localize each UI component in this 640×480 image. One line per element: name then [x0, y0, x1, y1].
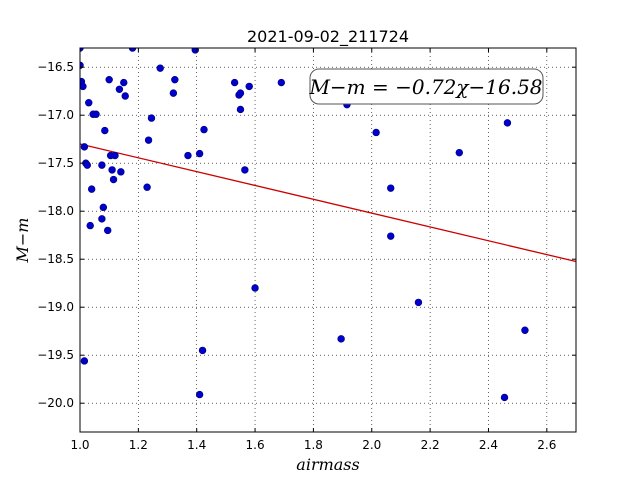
annotation-box	[309, 68, 544, 105]
data-point	[109, 175, 118, 184]
x-tick-label: 2.4	[479, 438, 498, 452]
y-tick-label: −16.5	[37, 60, 74, 74]
x-tick-label: 1.2	[129, 438, 148, 452]
plot-frame	[79, 47, 577, 433]
x-axis-label: airmass	[296, 455, 359, 474]
data-point	[156, 64, 164, 72]
data-point	[108, 166, 116, 174]
data-point	[121, 92, 129, 100]
y-tick-label: −18.5	[37, 252, 74, 266]
data-point	[200, 125, 208, 134]
chart-title: 2021-09-02_211724	[247, 27, 409, 47]
y-tick-label: −20.0	[37, 396, 74, 410]
data-point	[128, 48, 137, 52]
data-point	[86, 221, 94, 230]
data-point	[500, 393, 509, 402]
data-point	[117, 168, 125, 176]
data-point	[101, 126, 109, 135]
data-point	[105, 75, 113, 84]
data-point	[455, 148, 463, 157]
data-point	[251, 284, 259, 292]
data-point	[230, 78, 239, 87]
data-point	[80, 82, 87, 91]
data-point	[414, 298, 423, 307]
data-point	[104, 226, 112, 235]
data-point	[236, 89, 245, 97]
data-point	[195, 149, 204, 158]
y-tick-label: −19.0	[37, 300, 74, 314]
data-point	[120, 78, 128, 87]
data-point	[87, 185, 96, 193]
y-tick-label: −17.0	[37, 108, 74, 122]
data-point	[80, 357, 89, 365]
x-tick-label: 2.6	[537, 438, 556, 452]
data-point	[277, 78, 286, 87]
data-point	[198, 346, 207, 355]
fit-line-group	[79, 143, 577, 263]
data-point	[144, 136, 153, 144]
x-tick-label: 2.0	[362, 438, 381, 452]
data-point	[236, 105, 245, 114]
y-tick-label: −19.5	[37, 348, 74, 362]
data-point	[372, 128, 380, 137]
data-point	[171, 75, 179, 84]
data-point	[337, 335, 345, 343]
grid	[79, 48, 576, 432]
data-point	[521, 326, 529, 334]
data-point	[169, 89, 178, 97]
data-point	[245, 82, 253, 91]
annotation-text: M−m = −0.72χ−16.58	[308, 75, 542, 99]
data-point	[387, 232, 395, 240]
data-point	[83, 161, 91, 169]
data-point	[85, 99, 93, 107]
x-tick-label: 1.4	[187, 438, 206, 452]
data-point	[80, 143, 89, 151]
x-tick-label: 1.6	[246, 438, 265, 452]
x-tick-label: 2.2	[421, 438, 440, 452]
data-points	[80, 48, 529, 402]
x-tick-label: 1.0	[70, 438, 89, 452]
data-point	[184, 151, 192, 160]
fit-line	[79, 143, 577, 263]
data-point	[195, 390, 204, 399]
data-point	[92, 110, 100, 118]
axis-ticks: 1.0 1.2 1.4 1.6 1.8 2.0 2.2 2.4 2.6 −16.5 −17.0 −17…	[37, 48, 576, 452]
data-point	[115, 85, 124, 93]
y-tick-label: −17.5	[37, 156, 74, 170]
y-axis-label: M−m	[13, 218, 32, 264]
x-tick-label: 1.8	[304, 438, 323, 452]
data-point	[503, 119, 512, 127]
data-point	[98, 161, 106, 169]
data-point	[99, 203, 108, 212]
data-point	[111, 151, 119, 160]
data-point	[98, 215, 106, 223]
data-point	[143, 183, 151, 191]
data-point	[80, 48, 84, 52]
data-point	[387, 184, 395, 192]
y-tick-label: −18.0	[37, 204, 74, 218]
equation-annotation: M−m = −0.72χ−16.58	[308, 68, 544, 105]
data-point	[147, 114, 156, 122]
data-point	[241, 166, 249, 174]
